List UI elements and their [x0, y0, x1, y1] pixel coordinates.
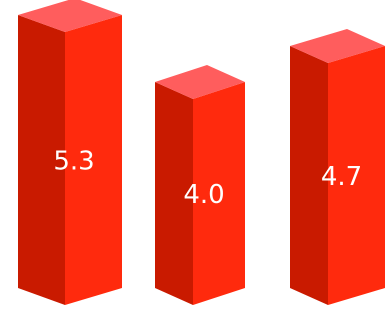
- value-labels-group: 5.3 4.0 4.7: [53, 147, 362, 210]
- bar-front-face: [65, 15, 122, 306]
- bar: [290, 28, 385, 305]
- bar-front-face: [193, 82, 245, 305]
- bars-group: [18, 0, 385, 306]
- bar-top-face: [290, 28, 385, 63]
- bar-top-face: [155, 65, 245, 99]
- bar-front-face: [328, 45, 385, 305]
- bar-side-face: [290, 45, 328, 305]
- bar-side-face: [18, 15, 65, 306]
- bar: [18, 0, 122, 306]
- bar-value-label: 4.7: [321, 162, 362, 192]
- bar-value-label: 5.3: [53, 147, 94, 177]
- bar-side-face: [155, 82, 193, 305]
- bar-top-face: [18, 0, 122, 33]
- bar: [155, 65, 245, 305]
- bar-value-label: 4.0: [183, 180, 224, 210]
